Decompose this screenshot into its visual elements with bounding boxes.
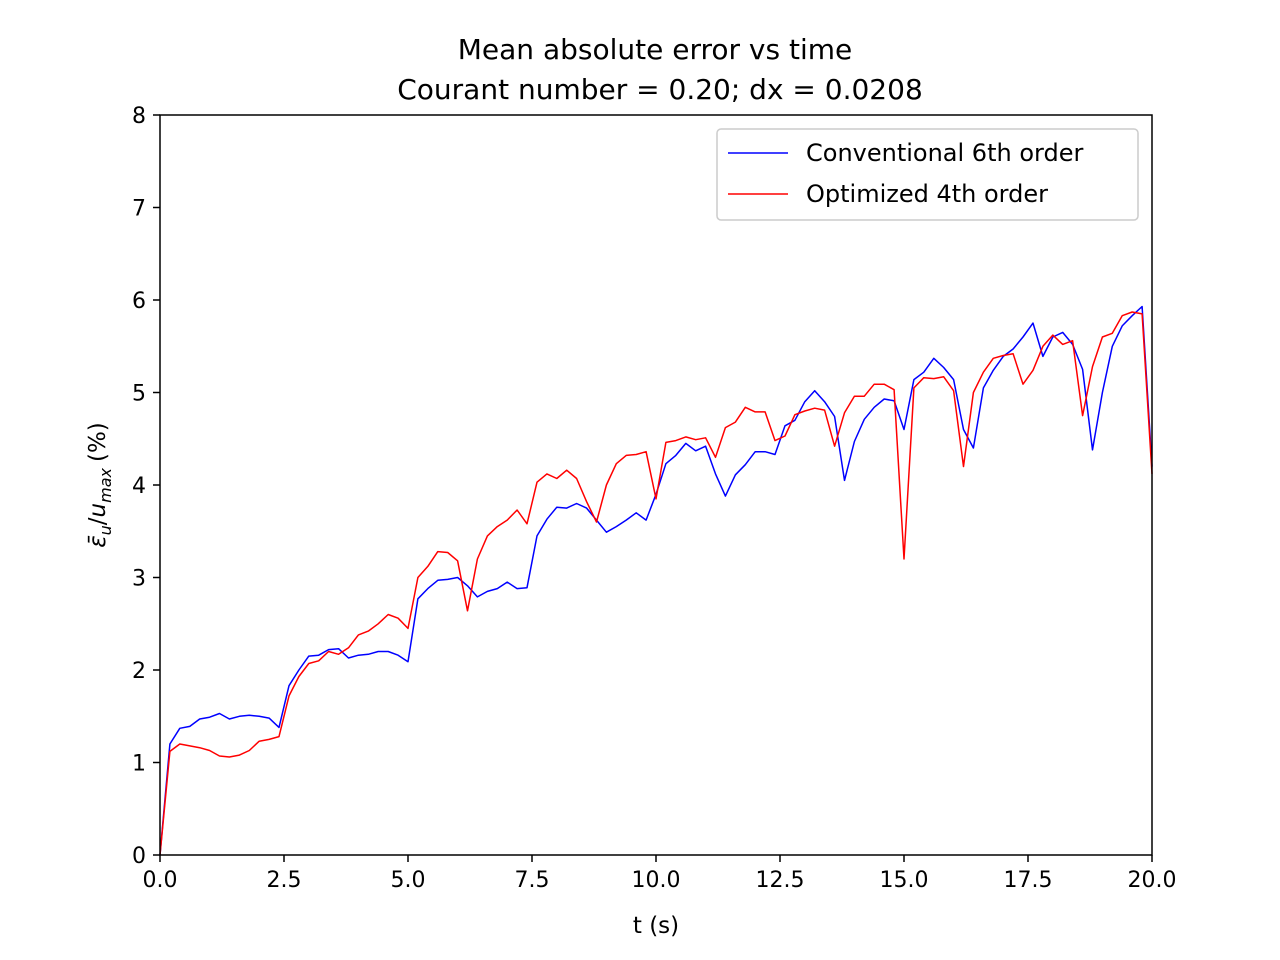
y-tick-label: 3	[132, 567, 146, 592]
x-tick-label: 15.0	[880, 868, 929, 893]
y-tick-label: 1	[132, 752, 146, 777]
x-tick-label: 10.0	[632, 868, 681, 893]
x-tick-label: 12.5	[756, 868, 805, 893]
y-label-unit: (%)	[85, 422, 111, 462]
y-axis-label: ε̄u/umax(%)	[85, 422, 115, 548]
y-tick-label: 5	[132, 382, 146, 407]
legend: Conventional 6th order Optimized 4th ord…	[716, 128, 1139, 221]
x-tick-label: 0.0	[143, 868, 178, 893]
y-tick-label: 4	[132, 474, 146, 499]
x-axis-label: t (s)	[633, 913, 679, 939]
legend-label-optimized: Optimized 4th order	[806, 180, 1048, 208]
y-tick-label: 2	[132, 659, 146, 684]
plot-area	[160, 115, 1152, 855]
x-tick-label: 7.5	[515, 868, 550, 893]
y-label-slash: /	[85, 517, 111, 525]
legend-frame	[716, 128, 1139, 221]
y-label-epsilon-sub: u	[96, 525, 115, 535]
series-line-conventional	[159, 305, 1153, 856]
x-tick-label: 20.0	[1128, 868, 1177, 893]
y-label-epsilon: ε̄	[85, 535, 111, 547]
x-tick-label: 2.5	[267, 868, 302, 893]
y-label-u-sub: max	[96, 467, 115, 502]
legend-label-conventional: Conventional 6th order	[806, 139, 1083, 167]
y-tick-label: 6	[132, 289, 146, 314]
series-layer	[159, 305, 1153, 856]
x-tick-label: 17.5	[1004, 868, 1053, 893]
chart-subtitle: Courant number = 0.20; dx = 0.0208	[397, 73, 923, 106]
y-tick-label: 8	[132, 104, 146, 129]
y-label-u: u	[85, 503, 111, 518]
chart-title: Mean absolute error vs time	[458, 33, 852, 66]
y-tick-label: 0	[132, 844, 146, 869]
x-axis: 0.0 2.5 5.0 7.5 10.0 12.5 15.0 17.5 20.0	[143, 855, 1177, 893]
x-tick-label: 5.0	[391, 868, 426, 893]
y-axis: 0 1 2 3 4 5 6 7 8	[132, 104, 160, 869]
y-tick-label: 7	[132, 197, 146, 222]
series-line-optimized	[159, 311, 1153, 856]
